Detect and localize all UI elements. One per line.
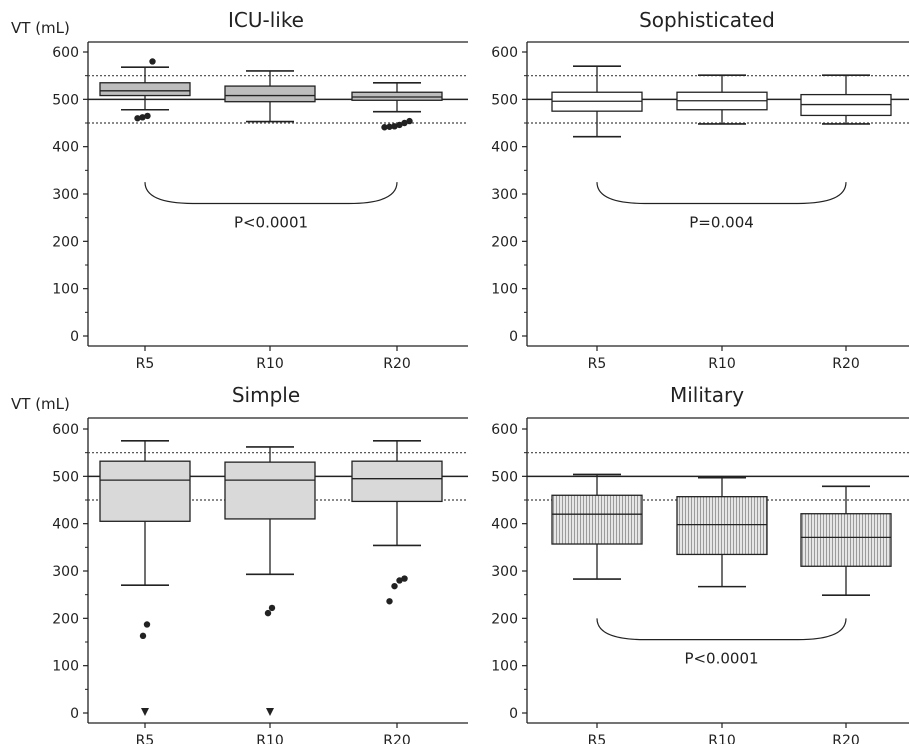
box-iqr bbox=[224, 461, 316, 520]
x-tick-label: R5 bbox=[588, 356, 607, 372]
outlier-point bbox=[396, 121, 403, 129]
outlier-point bbox=[139, 114, 146, 121]
y-tick-label: 100 bbox=[491, 282, 518, 298]
y-axis-label: VT (mL) bbox=[11, 395, 70, 413]
box-R5 bbox=[551, 65, 643, 138]
box-R10 bbox=[676, 74, 768, 125]
outlier-point bbox=[139, 632, 147, 640]
y-tick-label: 300 bbox=[52, 564, 79, 580]
outlier-point bbox=[143, 621, 151, 628]
significance-bracket bbox=[596, 618, 847, 641]
x-tick-label: R10 bbox=[708, 356, 736, 372]
y-tick-label: 600 bbox=[52, 45, 79, 61]
box-iqr bbox=[676, 496, 768, 556]
box-R20 bbox=[800, 485, 892, 596]
box-R20 bbox=[351, 440, 443, 605]
y-tick-label: 100 bbox=[52, 659, 79, 675]
box-R5 bbox=[99, 58, 191, 122]
y-tick-label: 0 bbox=[509, 706, 518, 722]
y-tick-label: 600 bbox=[491, 422, 518, 438]
panel-0: ICU-like VT (mL) 0 100 200 300 400 500 600 R5 R10 R… bbox=[11, 8, 468, 372]
outlier-point bbox=[391, 582, 398, 590]
significance-bracket bbox=[596, 182, 847, 205]
y-tick-label: 0 bbox=[70, 329, 79, 345]
y-tick-label: 400 bbox=[491, 140, 518, 156]
outlier-point bbox=[396, 577, 403, 584]
significance-bracket bbox=[144, 182, 398, 205]
y-tick-label: 600 bbox=[52, 422, 79, 438]
box-iqr bbox=[99, 460, 191, 522]
box-iqr bbox=[224, 85, 316, 103]
panel-3: Military 0 100 200 300 400 500 600 R5 R10 R20 P<0.0… bbox=[491, 383, 909, 744]
x-tick-label: R10 bbox=[256, 356, 284, 372]
x-tick-label: R20 bbox=[832, 733, 860, 744]
box-iqr bbox=[99, 82, 191, 97]
outlier-point bbox=[386, 598, 393, 605]
p-value-annotation: P=0.004 bbox=[689, 213, 754, 231]
box-R10 bbox=[224, 446, 316, 716]
y-tick-label: 400 bbox=[491, 517, 518, 533]
panel-title: Sophisticated bbox=[639, 8, 775, 32]
minimum-marker bbox=[141, 708, 149, 716]
y-tick-label: 200 bbox=[52, 611, 79, 627]
y-tick-label: 500 bbox=[52, 92, 79, 108]
box-iqr bbox=[351, 460, 443, 503]
y-tick-label: 300 bbox=[491, 187, 518, 203]
outlier-point bbox=[391, 123, 398, 130]
outlier-point bbox=[149, 58, 156, 65]
box-R5 bbox=[99, 440, 191, 716]
minimum-marker bbox=[266, 708, 274, 716]
outlier-point bbox=[134, 115, 141, 122]
x-tick-label: R10 bbox=[256, 733, 284, 744]
y-tick-label: 600 bbox=[491, 45, 518, 61]
y-tick-label: 200 bbox=[52, 234, 79, 250]
outlier-point bbox=[401, 575, 408, 582]
p-value-annotation: P<0.0001 bbox=[234, 213, 308, 231]
outlier-point bbox=[268, 604, 276, 612]
x-tick-label: R10 bbox=[708, 733, 736, 744]
panel-title: ICU-like bbox=[228, 8, 304, 32]
outlier-point bbox=[401, 119, 408, 127]
panel-title: Simple bbox=[232, 383, 300, 407]
x-tick-label: R20 bbox=[383, 733, 411, 744]
outlier-point bbox=[144, 112, 151, 120]
y-tick-label: 400 bbox=[52, 140, 79, 156]
y-tick-label: 300 bbox=[491, 564, 518, 580]
panel-title: Military bbox=[670, 383, 744, 407]
y-tick-label: 200 bbox=[491, 611, 518, 627]
outlier-point bbox=[264, 609, 272, 617]
outlier-point bbox=[406, 117, 413, 125]
y-tick-label: 400 bbox=[52, 517, 79, 533]
box-iqr bbox=[551, 494, 643, 545]
box-R10 bbox=[676, 476, 768, 588]
y-axis-label: VT (mL) bbox=[11, 19, 70, 37]
y-tick-label: 0 bbox=[70, 706, 79, 722]
box-R20 bbox=[351, 81, 443, 131]
box-R5 bbox=[551, 473, 643, 580]
y-tick-label: 0 bbox=[509, 329, 518, 345]
outlier-point bbox=[386, 123, 393, 130]
outlier-point bbox=[381, 124, 388, 131]
x-tick-label: R5 bbox=[136, 733, 155, 744]
panel-1: Sophisticated 0 100 200 300 400 500 600 R5 R10 R20… bbox=[491, 8, 909, 372]
y-tick-label: 500 bbox=[491, 92, 518, 108]
x-tick-label: R20 bbox=[383, 356, 411, 372]
box-R20 bbox=[800, 74, 892, 125]
box-iqr bbox=[800, 513, 892, 567]
y-tick-label: 500 bbox=[491, 469, 518, 485]
x-tick-label: R20 bbox=[832, 356, 860, 372]
y-tick-label: 500 bbox=[52, 469, 79, 485]
x-tick-label: R5 bbox=[136, 356, 155, 372]
y-tick-label: 200 bbox=[491, 234, 518, 250]
x-tick-label: R5 bbox=[588, 733, 607, 744]
box-iqr bbox=[351, 91, 443, 101]
box-R10 bbox=[224, 70, 316, 123]
y-tick-label: 100 bbox=[52, 282, 79, 298]
y-tick-label: 300 bbox=[52, 187, 79, 203]
y-tick-label: 100 bbox=[491, 659, 518, 675]
panel-2: Simple VT (mL) 0 100 200 300 400 500 600 R5 R10 R20 bbox=[11, 383, 468, 744]
p-value-annotation: P<0.0001 bbox=[684, 650, 758, 668]
